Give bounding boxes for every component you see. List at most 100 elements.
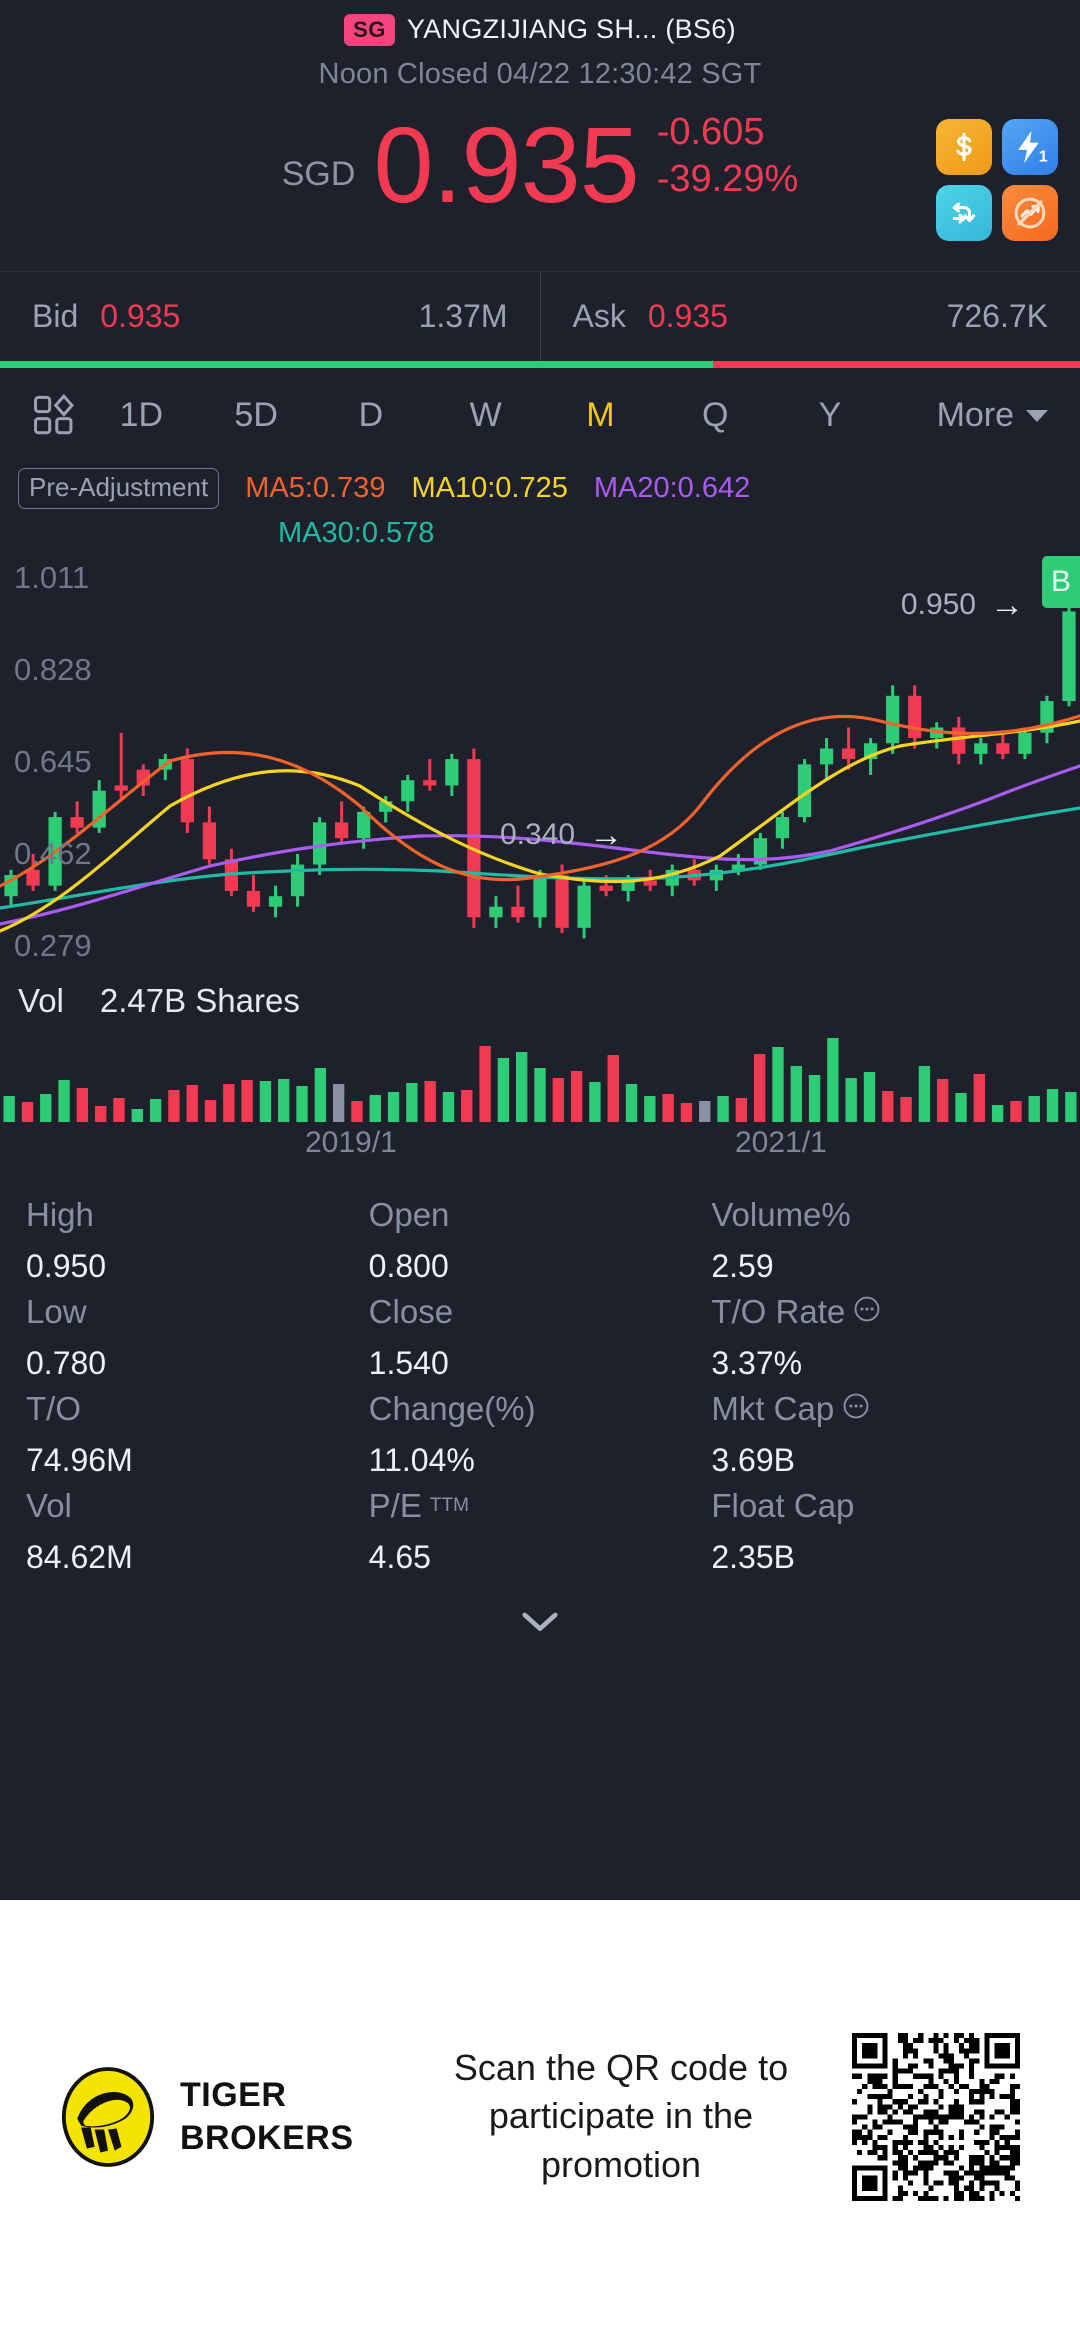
stat-value: 0.780 xyxy=(26,1344,107,1381)
period-tab-bar: 1D 5D D W M Q Y More xyxy=(0,368,1080,464)
stats-grid: High 0.950 Open 0.800 Volume% 2.59 Low 0… xyxy=(0,1182,1080,1646)
more-periods-button[interactable]: More xyxy=(887,396,1054,435)
svg-text:1: 1 xyxy=(1039,147,1048,165)
tab-5d[interactable]: 5D xyxy=(234,396,278,434)
stat-label: Volume% xyxy=(711,1195,851,1233)
stat-low: Low 0.780 xyxy=(26,1293,369,1382)
stat-value: 0.800 xyxy=(368,1247,449,1284)
tab-d[interactable]: D xyxy=(358,396,384,434)
flash-order-icon[interactable]: 1 xyxy=(1002,118,1058,175)
arrow-right-icon: → xyxy=(589,815,624,854)
chevron-down-icon xyxy=(522,1612,558,1631)
x-tick-2019: 2019/1 xyxy=(305,1125,397,1159)
last-price: 0.935 xyxy=(373,103,639,225)
stats-row: High 0.950 Open 0.800 Volume% 2.59 xyxy=(26,1196,1054,1285)
stat-to-rate: T/O Rate 3.37% xyxy=(711,1293,1054,1382)
stats-row: Vol 84.62M P/E TTM 4.65 Float Cap 2.35B xyxy=(26,1487,1054,1576)
no-trade-icon[interactable] xyxy=(1002,184,1058,241)
period-high-annotation: 0.950 → xyxy=(901,588,1024,622)
volume-header: Vol 2.47B Shares xyxy=(0,976,1080,1022)
stat-superscript: TTM xyxy=(429,1494,469,1516)
ma30-legend: MA30:0.578 xyxy=(278,516,435,549)
ma5-legend: MA5:0.739 xyxy=(245,471,386,504)
ask-label: Ask xyxy=(572,298,626,334)
price-tick-1: 0.828 xyxy=(14,651,92,687)
volume-canvas xyxy=(3,1037,1077,1122)
qr-code[interactable] xyxy=(852,2032,1020,2201)
quick-action-grid: 1 xyxy=(936,118,1058,241)
arrow-right-icon: → xyxy=(990,585,1024,624)
stat-open: Open 0.800 xyxy=(369,1196,712,1285)
brand-line-2: BROKERS xyxy=(180,2118,354,2157)
swap-icon[interactable] xyxy=(936,184,992,241)
change-percent: -39.29% xyxy=(656,158,799,201)
promo-message: Scan the QR code to participate in the p… xyxy=(453,2046,789,2185)
stat-label: High xyxy=(26,1195,94,1233)
stat-value: 4.65 xyxy=(368,1538,431,1575)
bid-cell[interactable]: Bid 0.935 1.37M xyxy=(0,272,540,362)
price-tick-4: 0.279 xyxy=(14,927,92,963)
price-block: SGD 0.935 -0.605 -39.29% 1 xyxy=(0,91,1080,271)
change-absolute: -0.605 xyxy=(656,110,765,153)
stat-label: Change(%) xyxy=(368,1389,536,1427)
chart-layout-icon[interactable] xyxy=(26,393,84,439)
stat-value: 74.96M xyxy=(26,1441,133,1478)
change-column: -0.605 -39.29% xyxy=(656,110,799,217)
stat-label: T/O Rate xyxy=(711,1292,846,1330)
candlestick-canvas xyxy=(0,605,1080,938)
stat-value: 11.04% xyxy=(368,1441,475,1478)
stat-volume-pct: Volume% 2.59 xyxy=(711,1196,1054,1285)
dollar-icon[interactable] xyxy=(936,118,992,175)
more-label: More xyxy=(936,396,1015,434)
bid-quantity: 1.37M xyxy=(418,298,508,334)
stat-label: Float Cap xyxy=(711,1486,855,1524)
stat-pe: P/E TTM 4.65 xyxy=(369,1487,712,1576)
ask-quantity: 726.7K xyxy=(946,298,1048,334)
price-tick-3: 0.462 xyxy=(14,835,92,871)
tab-w[interactable]: W xyxy=(469,396,502,434)
tab-y[interactable]: Y xyxy=(818,396,842,434)
stat-value: 1.540 xyxy=(368,1344,449,1381)
market-badge: SG xyxy=(344,14,395,46)
ask-cell[interactable]: Ask 0.935 726.7K xyxy=(539,271,1080,362)
stat-value: 0.950 xyxy=(26,1247,107,1284)
volume-label: Vol xyxy=(18,981,64,1019)
x-tick-2021: 2021/1 xyxy=(735,1125,827,1159)
adjustment-badge[interactable]: Pre-Adjustment xyxy=(18,467,220,509)
tab-q[interactable]: Q xyxy=(701,396,729,434)
header: SG YANGZIJIANG SH... (BS6) Noon Closed 0… xyxy=(0,0,1080,91)
stat-mkt-cap: Mkt Cap 3.69B xyxy=(711,1390,1054,1479)
stats-row: Low 0.780 Close 1.540 T/O Rate 3.37% xyxy=(26,1293,1054,1382)
bid-price: 0.935 xyxy=(100,298,181,334)
stats-row: T/O 74.96M Change(%) 11.04% Mkt Cap 3.69… xyxy=(26,1390,1054,1479)
info-icon[interactable] xyxy=(853,1293,881,1331)
chevron-down-icon xyxy=(1026,409,1049,422)
bid-ask-ratio-bar xyxy=(0,360,1080,368)
tab-1d[interactable]: 1D xyxy=(119,396,164,434)
info-icon[interactable] xyxy=(842,1390,870,1428)
stat-label: Vol xyxy=(26,1486,72,1524)
price-tick-0: 1.011 xyxy=(14,559,90,595)
market-status: Noon Closed 04/22 12:30:42 SGT xyxy=(318,57,762,90)
volume-chart[interactable] xyxy=(0,1022,1080,1122)
period-high-value: 0.950 xyxy=(900,587,976,621)
ma10-legend: MA10:0.725 xyxy=(411,471,568,504)
stat-label: Close xyxy=(368,1292,454,1330)
stat-vol: Vol 84.62M xyxy=(26,1487,369,1576)
ma20-legend: MA20:0.642 xyxy=(593,471,751,504)
symbol-name[interactable]: YANGZIJIANG SH... (BS6) xyxy=(406,14,736,45)
brand-line-1: TIGER xyxy=(180,2076,287,2114)
price-center: SGD 0.935 -0.605 -39.29% xyxy=(0,103,1080,225)
expand-stats-button[interactable] xyxy=(26,1584,1054,1646)
candlestick-chart[interactable]: 1.011 0.828 0.645 0.462 0.279 0.950 → 0.… xyxy=(0,555,1080,976)
tab-m[interactable]: M xyxy=(586,396,615,434)
brand-name: TIGER BROKERS xyxy=(180,2074,354,2159)
promo-banner: TIGER BROKERS Scan the QR code to partic… xyxy=(0,1900,1080,2333)
price-tick-2: 0.645 xyxy=(14,743,92,779)
stat-value: 2.35B xyxy=(711,1538,795,1575)
stat-value: 3.37% xyxy=(711,1344,803,1381)
stat-label: Low xyxy=(26,1292,87,1330)
stat-label: Open xyxy=(368,1195,450,1233)
volume-value: 2.47B Shares xyxy=(99,981,300,1019)
